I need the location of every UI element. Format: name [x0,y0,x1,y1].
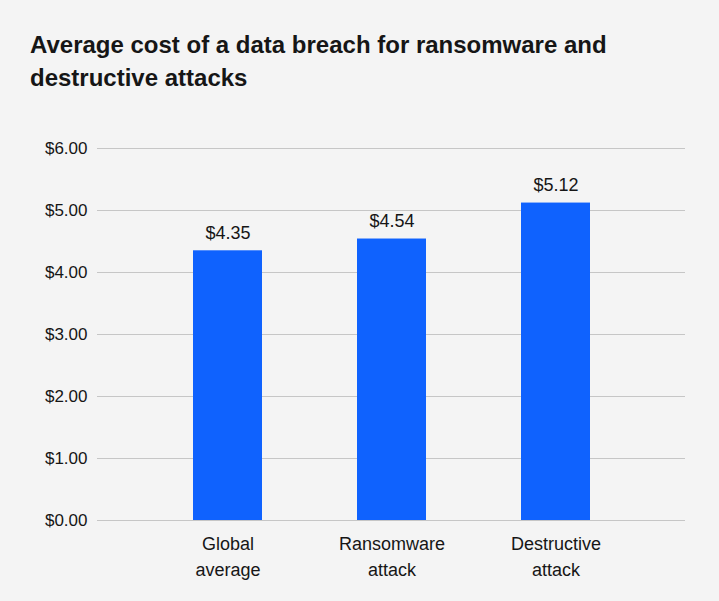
svg-text:Destructiveattack: Destructiveattack [511,534,601,579]
html-text:Average cost of a data breach: Average cost of a data breach for ransom… [30,31,607,91]
svg-text:Ransomwareattack: Ransomwareattack [339,534,445,579]
svg-text:$5.12: $5.12 [533,175,578,195]
svg-text:$0.00: $0.00 [45,511,88,530]
svg-text:$2.00: $2.00 [45,387,88,406]
svg-text:$4.54: $4.54 [369,211,414,231]
svg-text:Globalaverage: Globalaverage [195,534,260,579]
svg-text:$4.00: $4.00 [45,263,88,282]
svg-text:$1.00: $1.00 [45,449,88,468]
svg-text:$5.00: $5.00 [45,201,88,220]
svg-text:$4.35: $4.35 [205,223,250,243]
svg-text:$3.00: $3.00 [45,325,88,344]
svg-text:$6.00: $6.00 [45,139,88,158]
